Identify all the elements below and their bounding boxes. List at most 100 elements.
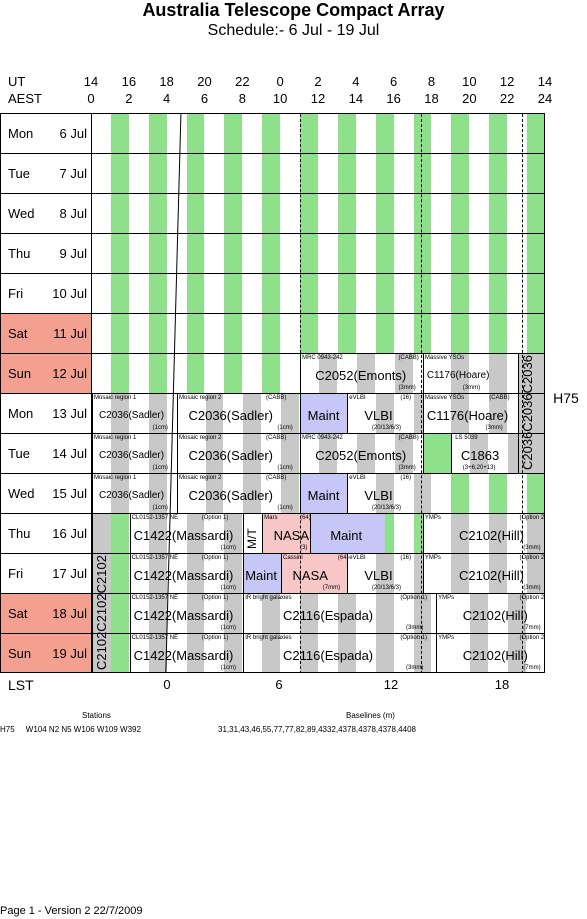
block-text: (3mm)	[523, 545, 541, 551]
hour-band	[489, 194, 508, 233]
schedule-subtitle: Schedule:- 6 Jul - 19 Jul	[207, 22, 380, 39]
aest-hour-label: 6	[200, 91, 209, 106]
day-name: Fri	[8, 286, 24, 301]
hour-band	[110, 514, 129, 553]
day-name: Fri	[8, 566, 24, 581]
day-label-cell: Sat 11 Jul	[1, 314, 92, 353]
day-date: 13 Jul	[52, 406, 87, 421]
schedule-block	[177, 394, 301, 433]
day-label-cell: Fri 10 Jul	[1, 274, 92, 313]
hour-band	[224, 634, 243, 672]
hour-band	[224, 154, 243, 193]
hour-band	[375, 234, 394, 273]
block-text: C1176(Hoare)	[426, 408, 509, 423]
schedule-block	[423, 434, 452, 473]
hour-band	[224, 274, 243, 313]
block-text: MRC 0943-242	[302, 355, 343, 361]
day-date: 19 Jul	[52, 646, 87, 661]
day-row: Sat 11 Jul	[1, 314, 544, 354]
hour-band	[394, 354, 413, 393]
hour-band	[300, 234, 318, 273]
block-text: Massive YSOs	[424, 395, 465, 401]
day-row: Sun 19 Jul CL0152-1357 NE (Option 1) C1422(M…	[1, 634, 544, 672]
block-text: (Option 2)	[519, 515, 545, 521]
day-name: Mon	[8, 126, 34, 141]
hour-band	[148, 554, 167, 593]
schedule-block	[177, 434, 301, 473]
hour-band	[186, 194, 205, 233]
block-text: (3mm)	[406, 665, 424, 671]
block-text: (Option 1)	[400, 595, 428, 601]
block-text: (7mm)	[523, 625, 541, 631]
block-text: (16)	[400, 475, 411, 481]
block-text: Mosaic region 1	[94, 435, 137, 441]
block-text: (3mm)	[462, 385, 481, 391]
hour-band	[186, 594, 205, 633]
block-text: C1422(Massardi)	[133, 528, 234, 543]
hour-band	[243, 474, 262, 513]
day-label-cell: Thu 16 Jul	[1, 514, 92, 553]
block-text: eVLBI	[349, 395, 366, 401]
day-row: Tue 7 Jul	[1, 154, 544, 194]
block-text: NASA	[292, 568, 328, 583]
block-text: C2036(Sadler)	[99, 410, 165, 421]
lst-label: LST	[8, 677, 34, 693]
hour-band	[413, 234, 432, 273]
schedule-block	[423, 554, 544, 593]
hour-band	[451, 394, 470, 433]
hour-band	[300, 154, 318, 193]
block-text: C2102(Hill)	[462, 608, 528, 623]
day-date: 10 Jul	[52, 286, 87, 301]
hour-band	[224, 314, 243, 353]
block-text: YMPs	[438, 635, 455, 641]
block-text: (Option 1)	[201, 515, 229, 521]
hour-band	[110, 554, 129, 593]
hour-band	[281, 394, 300, 433]
aest-hour-label: 4	[163, 91, 171, 106]
day-name: Mon	[8, 406, 34, 421]
hour-band	[527, 514, 544, 553]
hour-band	[337, 114, 356, 153]
hour-band	[262, 234, 281, 273]
hour-band	[186, 114, 205, 153]
block-text: Mosaic region 1	[94, 395, 137, 401]
day-name: Sat	[8, 326, 28, 341]
hour-band	[186, 554, 205, 593]
day-date: 11 Jul	[53, 326, 87, 341]
aest-hour-label: 2	[125, 91, 133, 106]
block-text: (3)	[300, 545, 308, 551]
block-text: VLBI	[364, 408, 393, 423]
maintenance-block	[243, 554, 282, 593]
ut-hour-label: 16	[121, 74, 137, 89]
hour-band	[300, 114, 318, 153]
day-name: Sat	[8, 606, 28, 621]
block-text: (16)	[400, 395, 411, 401]
day-label-cell: Tue 7 Jul	[1, 154, 92, 193]
block-text: (CABB)	[266, 475, 287, 481]
hour-band	[110, 394, 129, 433]
hour-band	[148, 154, 167, 193]
hour-band	[110, 634, 129, 672]
block-text: (Option 1)	[400, 635, 428, 641]
ut-hour-label: 10	[462, 74, 477, 89]
hour-band	[110, 194, 129, 233]
block-text: C2052(Emonts)	[315, 448, 407, 463]
block-text: C1422(Massardi)	[133, 608, 234, 623]
hour-band	[489, 514, 508, 553]
block-text: C2102(Hill)	[458, 568, 524, 583]
schedule-block	[92, 514, 111, 553]
hour-band	[148, 474, 167, 513]
hour-band	[110, 354, 129, 393]
block-text: Mosaic region 1	[94, 475, 137, 481]
hour-band	[489, 354, 508, 393]
block-text: CL0152-1357 NE	[131, 595, 179, 601]
hour-band	[148, 634, 167, 672]
ut-hour-label: 12	[499, 74, 515, 89]
hour-band	[451, 274, 470, 313]
hour-band	[186, 154, 205, 193]
hour-band	[413, 474, 432, 513]
day-date: 18 Jul	[52, 606, 87, 621]
hour-band	[148, 274, 167, 313]
hour-band	[186, 274, 205, 313]
hour-band	[394, 434, 413, 473]
